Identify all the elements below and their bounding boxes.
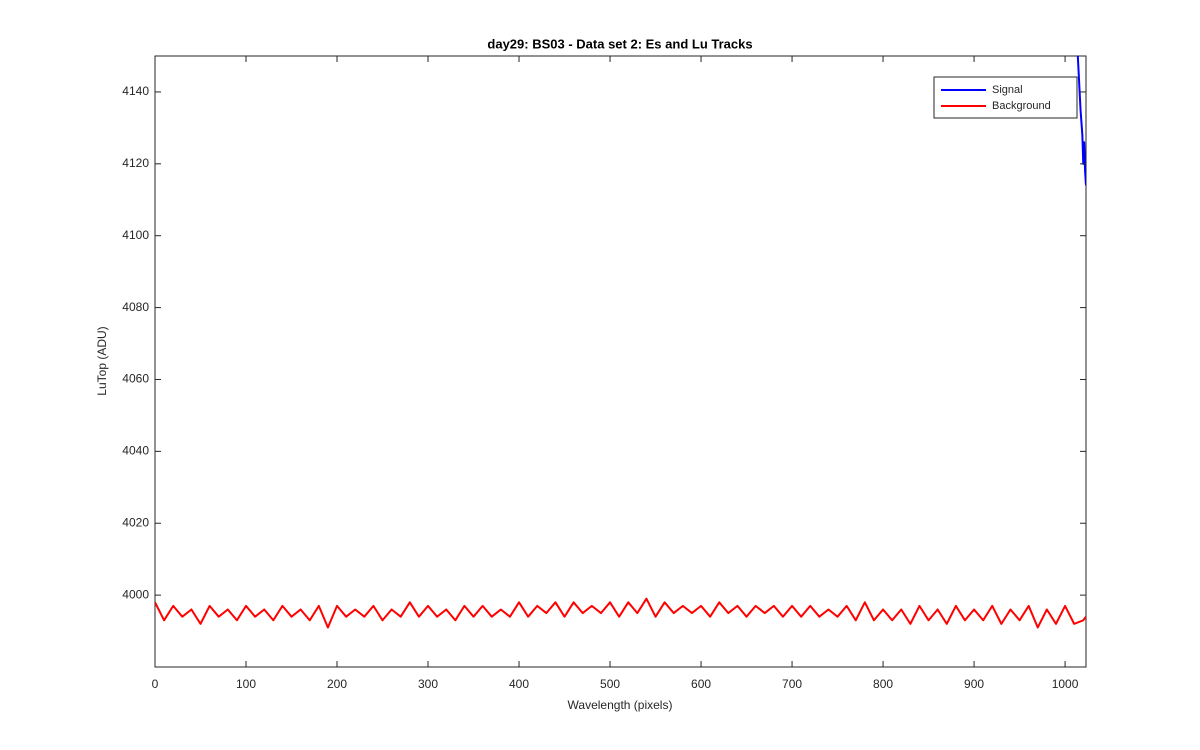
x-tick-label: 400 — [509, 677, 529, 691]
x-tick-label: 100 — [236, 677, 256, 691]
series-line — [155, 597, 1086, 629]
x-tick-label: 700 — [782, 677, 802, 691]
y-tick-label: 4060 — [122, 372, 149, 386]
plot-area — [154, 55, 1087, 668]
series-line — [1076, 56, 1086, 186]
y-tick-label: 4140 — [122, 84, 149, 98]
legend-label: Signal — [992, 84, 1023, 96]
y-tick-label: 4000 — [122, 587, 149, 601]
x-tick-label: 300 — [418, 677, 438, 691]
x-tick-label: 1000 — [1052, 677, 1079, 691]
x-tick-label: 0 — [152, 677, 159, 691]
x-tick-label: 800 — [873, 677, 893, 691]
y-tick-label: 4040 — [122, 444, 149, 458]
chart-title: day29: BS03 - Data set 2: Es and Lu Trac… — [487, 36, 752, 51]
plot-lines — [155, 56, 1086, 629]
x-tick-label: 500 — [600, 677, 620, 691]
x-tick-label: 600 — [691, 677, 711, 691]
legend-label: Background — [992, 100, 1051, 112]
y-tick-label: 4080 — [122, 300, 149, 314]
x-tick-label: 900 — [964, 677, 984, 691]
y-tick-label: 4100 — [122, 228, 149, 242]
y-axis-label: LuTop (ADU) — [95, 326, 109, 395]
legend-box — [933, 76, 1078, 119]
x-tick-label: 200 — [327, 677, 347, 691]
x-axis-label: Wavelength (pixels) — [568, 698, 673, 712]
y-tick-label: 4020 — [122, 515, 149, 529]
y-tick-label: 4120 — [122, 156, 149, 170]
